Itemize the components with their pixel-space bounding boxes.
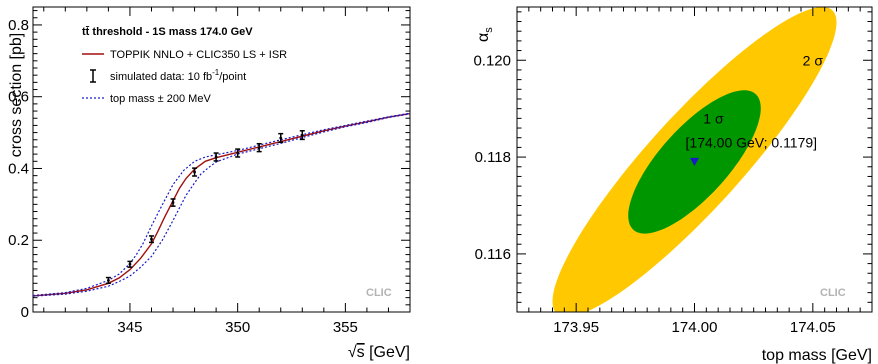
legend-label-mass: top mass ± 200 MeV [110,93,211,105]
y-tick-label: 0.6 [8,89,29,106]
legend-swatch-data [90,69,96,83]
legend-label-toppik: TOPPIK NNLO + CLIC350 LS + ISR [110,49,287,61]
right-x-axis-title: top mass [GeV] [762,347,872,364]
x-tick-label: 174.00 [672,319,718,336]
legend-data-post: /point [219,71,246,83]
left-chart: 345 350 355 0 0.2 0.4 0.6 0.8 cross section [p… [8,6,411,361]
x-tick-label: 345 [117,319,142,336]
legend-data-sup: -1 [212,68,220,77]
x-tick-label: 173.95 [553,319,599,336]
sqrt-symbol: √ [348,344,357,361]
right-watermark: CLIC [820,287,846,299]
legend-header: tt̄ threshold - 1S mass 174.0 GeV [82,26,253,38]
left-x-axis: 345 350 355 [43,7,411,336]
curve-series-2 [32,113,411,297]
sqrt-variable: s [357,344,365,361]
data-point [192,167,198,177]
left-data-points [105,130,305,285]
left-curves [32,112,411,297]
legend-header-text: threshold - 1S mass 174.0 GeV [89,26,253,38]
x-unit: [GeV] [365,344,410,361]
legend-label-data: simulated data: 10 fb-1/point [110,68,246,83]
label-2-sigma: 2 σ [803,52,824,68]
y-tick-label: 0.4 [8,160,29,177]
right-x-axis: 173.95 174.00 174.05 [516,7,873,336]
left-y-axis: 0 0.2 0.4 0.6 0.8 [8,10,410,321]
x-tick-label: 174.05 [790,319,836,336]
y-tick-label: 0.120 [473,52,511,69]
data-point [235,148,241,158]
y-tick-label: 0.2 [8,232,29,249]
left-x-axis-title: √s [GeV] [348,344,410,361]
y-tick-label: 0.118 [475,149,511,166]
y-tick-label: 0 [21,304,29,321]
left-legend: tt̄ threshold - 1S mass 174.0 GeV TOPPIK… [82,26,287,105]
label-1-sigma: 1 σ [703,110,724,126]
best-fit-marker [690,157,699,166]
y-tick-label: 0.8 [8,17,29,34]
data-point [105,276,111,285]
data-point [127,260,133,268]
right-y-axis-title: αs [475,27,495,42]
best-fit-label: [174.00 GeV; 0.1179] [686,135,818,151]
curve-series-0 [32,112,411,297]
left-plot-frame [32,6,411,313]
legend-header-tbar: t̄ [85,26,89,38]
left-watermark: CLIC [366,287,392,299]
alpha-subscript: s [483,27,495,33]
left-y-axis-title: cross section [pb] [8,33,25,158]
data-point [299,130,305,141]
legend-header-t: t [82,26,86,38]
right-chart: 173.95 174.00 174.05 0.116 0.118 0.120 2 σ 1… [473,6,873,364]
alpha-symbol: α [475,33,492,42]
data-point [148,235,154,244]
data-point [278,132,284,144]
data-point [256,142,262,153]
legend-data-text: simulated data: 10 fb [110,71,212,83]
y-tick-label: 0.116 [475,246,511,263]
x-tick-label: 355 [333,319,358,336]
data-point [213,152,219,162]
data-point [170,198,176,207]
curve-series-1 [32,112,411,297]
right-y-axis: 0.116 0.118 0.120 [473,11,872,303]
x-tick-label: 350 [225,319,250,336]
